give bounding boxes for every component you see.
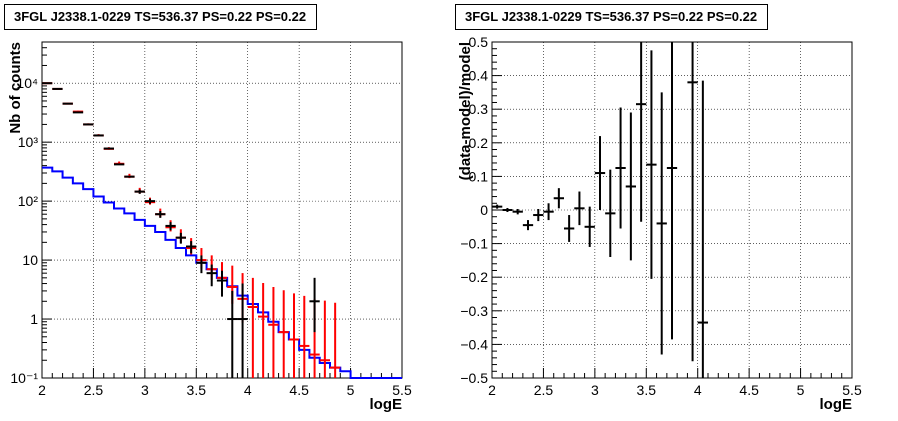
- residual-y-tick-label: −0.5: [460, 370, 488, 386]
- left-chart-title: 3FGL J2338.1-0229 TS=536.37 PS=0.22 PS=0…: [4, 4, 317, 30]
- residual-x-tick-label: 2.5: [534, 382, 554, 398]
- counts-data-point: [309, 277, 320, 333]
- residual-point: [605, 169, 616, 258]
- right-chart-title: 3FGL J2338.1-0229 TS=536.37 PS=0.22 PS=0…: [455, 4, 768, 30]
- counts-x-axis-label: logE: [370, 396, 403, 413]
- counts-data-point: [206, 264, 217, 287]
- counts-grid: [42, 42, 402, 378]
- counts-x-tick-label: 2.5: [84, 382, 104, 398]
- residual-point: [512, 208, 523, 215]
- counts-model-point: [278, 290, 289, 378]
- counts-data-point: [196, 255, 207, 274]
- residual-y-axis-label: (data-model)/model: [457, 42, 474, 180]
- residual-y-tick-label: 0.1: [469, 168, 489, 184]
- residual-point: [625, 112, 636, 261]
- counts-chart: 2 2.5 3 3.5 4 4.5 5 5.5 10⁻¹ 1 10 10² 10³ 10⁴ logE Nb o…: [7, 41, 412, 413]
- residual-x-tick-label: 4: [694, 382, 702, 398]
- residual-point: [697, 80, 708, 378]
- counts-x-tick-label: 5: [347, 382, 355, 398]
- residual-x-tick-label: 3.5: [637, 382, 657, 398]
- counts-x-tick-label: 3.5: [187, 382, 207, 398]
- residual-point: [553, 188, 564, 209]
- counts-model-point: [319, 300, 330, 378]
- counts-y-tick-label: 10: [22, 252, 38, 268]
- residual-y-tick-label: 0.4: [469, 68, 489, 84]
- counts-data-point: [175, 232, 186, 244]
- counts-y-tick-label: 10⁴: [16, 75, 38, 91]
- counts-model-point: [288, 293, 300, 378]
- residual-point: [615, 107, 626, 229]
- residual-x-tick-label: 3: [591, 382, 599, 398]
- residual-x-axis-label: logE: [820, 396, 853, 413]
- residual-point: [564, 215, 575, 242]
- counts-model-point: [268, 286, 279, 378]
- counts-data-point: [155, 211, 166, 218]
- residual-point: [543, 203, 554, 221]
- counts-y-tick-label: 10³: [18, 134, 39, 150]
- counts-y-axis-label: Nb of counts: [7, 42, 24, 134]
- residual-point: [656, 92, 667, 355]
- residual-y-tick-label: 0.2: [469, 135, 489, 151]
- counts-x-tick-label: 4.5: [289, 382, 309, 398]
- residual-y-tick-label: 0: [480, 202, 488, 218]
- counts-plot-area: [42, 42, 402, 378]
- residual-point: [646, 50, 657, 279]
- counts-x-tick-label: 4: [244, 382, 252, 398]
- residual-chart: 2 2.5 3 3.5 4 4.5 5 5.5 −0.5 −0.4 −0.3 −0.2 −0.1 0 0.1…: [457, 34, 862, 413]
- residual-x-tick-label: 2: [488, 382, 496, 398]
- residual-point: [594, 136, 606, 210]
- counts-data-point: [216, 270, 228, 297]
- residual-y-tick-label: −0.1: [460, 236, 488, 252]
- residual-y-ticks: [492, 41, 502, 379]
- residual-point: [522, 220, 534, 231]
- residual-x-tick-label: 5: [797, 382, 805, 398]
- counts-data-point: [186, 241, 197, 254]
- counts-data-point: [165, 222, 176, 231]
- residual-point: [492, 204, 503, 209]
- counts-model-point: [299, 295, 310, 378]
- residual-point: [666, 42, 678, 340]
- counts-model-point: [247, 277, 258, 378]
- counts-data-point: [227, 290, 238, 378]
- counts-data-point: [134, 189, 145, 194]
- counts-x-tick-label: 5.5: [392, 382, 412, 398]
- counts-y-tick-label: 10²: [18, 193, 39, 209]
- counts-x-tick-label: 3: [141, 382, 149, 398]
- residual-point: [574, 191, 585, 226]
- counts-x-tick-label: 2: [38, 382, 46, 398]
- residual-point: [533, 208, 544, 222]
- counts-y-tick-label: 10⁻¹: [10, 370, 38, 386]
- counts-data-point: [237, 283, 248, 378]
- residual-point: [502, 207, 513, 213]
- counts-model-point: [258, 282, 269, 378]
- counts-y-tick-label: 1: [30, 311, 38, 327]
- residual-y-tick-label: 0.5: [469, 34, 489, 50]
- residual-y-tick-label: −0.4: [460, 336, 488, 352]
- residual-y-tick-label: 0.3: [469, 101, 489, 117]
- residual-point: [687, 42, 698, 362]
- residual-x-tick-label: 5.5: [842, 382, 862, 398]
- counts-model-point: [330, 302, 341, 378]
- counts-y-ticks: [42, 41, 52, 379]
- residual-y-tick-label: −0.2: [460, 269, 488, 285]
- counts-data-point: [144, 198, 156, 204]
- residual-x-ticks: [491, 368, 853, 378]
- residual-point: [584, 206, 595, 247]
- residual-y-tick-label: −0.3: [460, 303, 488, 319]
- residual-point: [636, 42, 647, 222]
- residual-x-tick-label: 4.5: [739, 382, 759, 398]
